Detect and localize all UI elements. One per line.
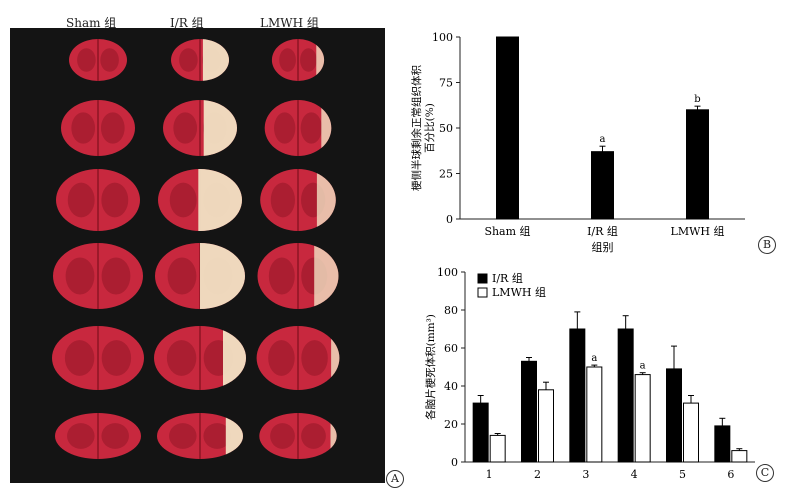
brain-slice-photo bbox=[10, 28, 385, 483]
y-axis-label: 各脑片梗死体积(mm³) bbox=[424, 314, 437, 420]
panel-label-c: C bbox=[756, 464, 774, 482]
x-axis-label: 组别 bbox=[592, 240, 614, 254]
panel-label-b: B bbox=[758, 236, 776, 254]
brain-slice bbox=[61, 100, 135, 156]
column-header-sham: Sham 组 bbox=[66, 16, 117, 30]
bar bbox=[617, 328, 634, 463]
significance-label: a bbox=[640, 361, 646, 372]
bar bbox=[569, 328, 586, 463]
brain-slice bbox=[264, 100, 332, 156]
y-axis-label: 百分比(%) bbox=[423, 103, 436, 153]
y-tick-label: 20 bbox=[444, 418, 458, 431]
bar bbox=[538, 389, 554, 463]
brain-slice bbox=[69, 39, 127, 81]
x-tick-label: 3 bbox=[582, 468, 589, 481]
bar bbox=[634, 374, 651, 463]
x-tick-label: I/R 组 bbox=[587, 224, 618, 238]
bar bbox=[714, 425, 731, 463]
brain-slice bbox=[257, 243, 339, 309]
column-header-ir: I/R 组 bbox=[170, 16, 204, 30]
brain-slice bbox=[55, 413, 141, 459]
x-tick-label: 2 bbox=[534, 468, 541, 481]
bar bbox=[472, 402, 489, 463]
x-tick-label: LMWH 组 bbox=[671, 224, 725, 238]
significance-label: b bbox=[694, 94, 700, 105]
brain-slice bbox=[256, 326, 340, 390]
x-tick-label: 6 bbox=[727, 468, 734, 481]
brain-slices-svg bbox=[52, 39, 340, 459]
brain-slice bbox=[259, 413, 337, 459]
y-tick-label: 0 bbox=[451, 456, 458, 469]
y-tick-label: 40 bbox=[444, 380, 458, 393]
y-tick-label: 50 bbox=[439, 122, 453, 135]
x-tick-label: Sham 组 bbox=[484, 224, 530, 238]
legend-entry: I/R 组 bbox=[492, 271, 523, 285]
bar bbox=[686, 109, 709, 220]
bar bbox=[666, 368, 682, 463]
bar bbox=[521, 360, 537, 463]
y-tick-label: 100 bbox=[437, 266, 458, 279]
y-axis-label: 梗侧半球剩余正常组织体积 bbox=[410, 65, 423, 191]
brain-slice bbox=[271, 39, 325, 81]
x-tick-label: 4 bbox=[631, 468, 638, 481]
bar bbox=[731, 450, 748, 463]
y-tick-label: 0 bbox=[446, 213, 453, 226]
legend-swatch bbox=[477, 287, 488, 298]
significance-label: a bbox=[600, 134, 606, 145]
legend-entry: LMWH 组 bbox=[492, 285, 546, 299]
brain-slice bbox=[171, 39, 229, 81]
bar bbox=[496, 36, 519, 220]
y-tick-label: 80 bbox=[444, 304, 458, 317]
chart-panel-b: 0 25 50 75 100 a b Sham 组 I/R 组 LMWH 组组别 梗侧半球剩余正常组… bbox=[410, 31, 745, 254]
brain-slice bbox=[163, 100, 237, 156]
bar bbox=[586, 366, 603, 463]
bar bbox=[591, 151, 614, 220]
y-tick-label: 25 bbox=[439, 168, 453, 181]
brain-slice bbox=[56, 169, 140, 231]
y-tick-label: 60 bbox=[444, 342, 458, 355]
brain-slice bbox=[53, 243, 143, 309]
bar bbox=[683, 402, 699, 463]
legend-swatch bbox=[477, 273, 488, 284]
brain-slice bbox=[260, 169, 336, 231]
bar bbox=[489, 434, 506, 463]
x-tick-label: 5 bbox=[679, 468, 686, 481]
column-header-lmwh: LMWH 组 bbox=[260, 16, 319, 30]
y-tick-label: 75 bbox=[439, 77, 453, 90]
significance-label: a bbox=[591, 353, 597, 364]
panel-label-a: A bbox=[386, 470, 404, 488]
y-tick-label: 100 bbox=[432, 31, 453, 44]
x-tick-label: 1 bbox=[486, 468, 493, 481]
brain-slice bbox=[52, 326, 144, 390]
brain-slice bbox=[155, 243, 245, 309]
chart-panel-c: 0 20 40 60 80 100 a a 1 2 3 4 5 6 各脑片梗死体积(mm³) I/R 组LMW… bbox=[424, 266, 755, 481]
